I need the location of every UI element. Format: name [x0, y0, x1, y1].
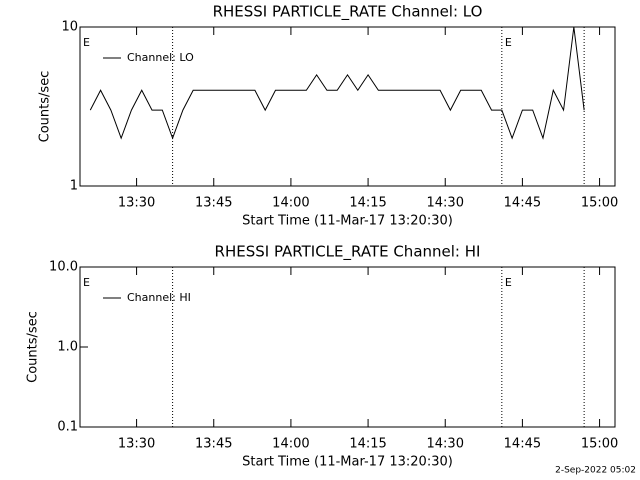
x-axis-label: Start Time (11-Mar-17 13:20:30) — [242, 214, 453, 229]
annotation: E — [83, 276, 90, 289]
x-tick-label: 14:15 — [349, 196, 386, 211]
x-tick-label: 14:30 — [427, 196, 464, 211]
x-tick-label: 14:45 — [504, 196, 541, 211]
x-tick-label: 13:30 — [118, 196, 155, 211]
y-tick-label: 10.0 — [49, 260, 78, 275]
x-tick-label: 14:45 — [504, 437, 541, 452]
plot-frame — [79, 26, 616, 187]
annotation: E — [505, 276, 512, 289]
data-line — [89, 26, 585, 140]
x-tick-label: 13:45 — [195, 437, 232, 452]
y-tick-label: 1 — [70, 179, 78, 194]
y-axis-label: Counts/sec — [38, 71, 53, 143]
y-axis-label: Counts/sec — [26, 311, 41, 383]
x-tick-label: 13:30 — [118, 437, 155, 452]
y-tick-label: 1.0 — [57, 340, 78, 355]
x-axis-label: Start Time (11-Mar-17 13:20:30) — [242, 455, 453, 470]
x-tick-label: 14:15 — [349, 437, 386, 452]
x-tick-label: 13:45 — [195, 196, 232, 211]
x-tick-label: 14:30 — [427, 437, 464, 452]
annotation: E — [505, 36, 512, 49]
chart-title: RHESSI PARTICLE_RATE Channel: LO — [213, 3, 483, 22]
x-tick-label: 14:00 — [272, 437, 309, 452]
x-tick-label: 14:00 — [272, 196, 309, 211]
legend-label: Channel: LO — [127, 51, 194, 64]
legend-label: Channel: HI — [127, 291, 191, 304]
x-tick-label: 15:00 — [581, 437, 618, 452]
annotation: E — [83, 36, 90, 49]
chart-title: RHESSI PARTICLE_RATE Channel: HI — [215, 243, 481, 262]
y-tick-label: 0.1 — [57, 420, 78, 435]
footer: 2-Sep-2022 05:02 — [555, 466, 636, 476]
y-tick-label: 10 — [61, 20, 78, 35]
x-tick-label: 15:00 — [581, 196, 618, 211]
